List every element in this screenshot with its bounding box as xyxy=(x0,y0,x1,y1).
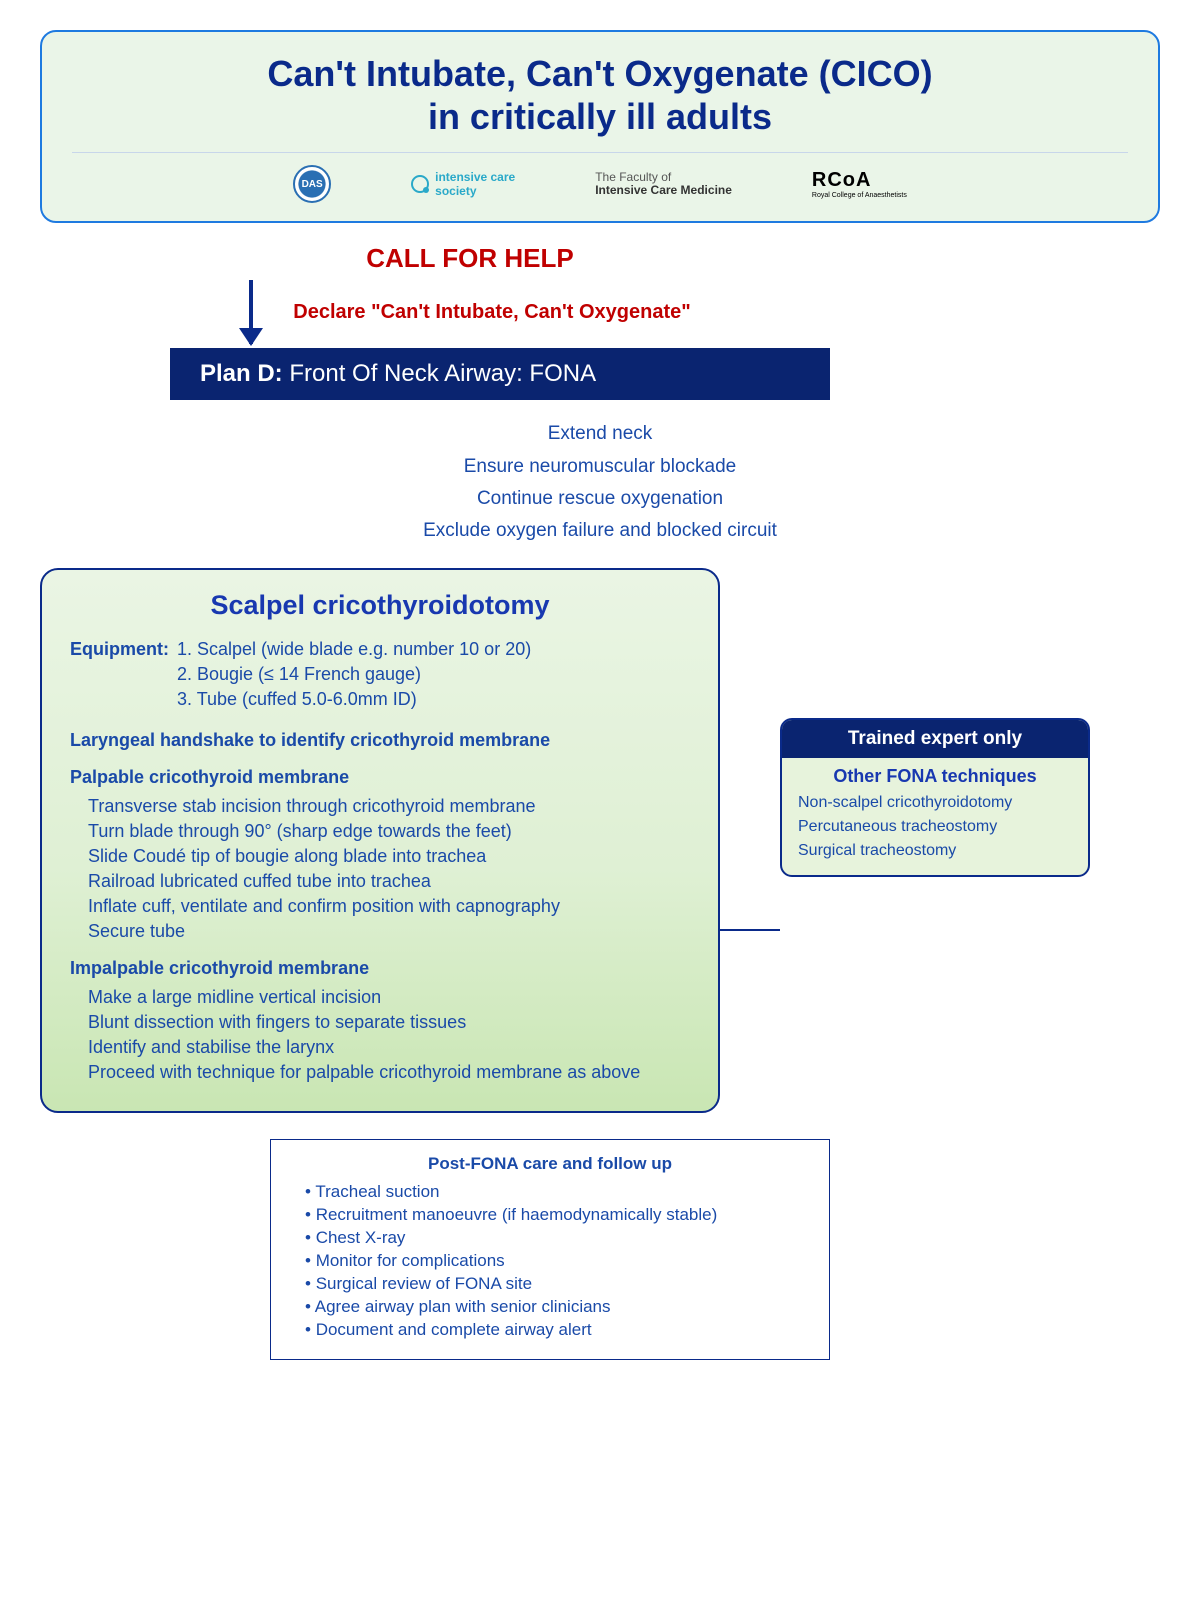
plan-d-bar: Plan D: Front Of Neck Airway: FONA xyxy=(170,348,830,400)
equipment-list: 1. Scalpel (wide blade e.g. number 10 or… xyxy=(177,639,531,714)
rcoa-sub: Royal College of Anaesthetists xyxy=(812,192,907,199)
post-fona-list: Tracheal suction Recruitment manoeuvre (… xyxy=(295,1182,805,1340)
step: Secure tube xyxy=(88,921,690,942)
expert-subheading: Other FONA techniques xyxy=(782,758,1088,791)
declare-text: Declare "Can't Intubate, Can't Oxygenate… xyxy=(293,301,690,324)
ficm-line1: The Faculty of xyxy=(595,170,671,184)
title-line2: in critically ill adults xyxy=(428,96,772,137)
expert-item: Non-scalpel cricothyroidotomy xyxy=(798,791,1072,815)
prep-line: Extend neck xyxy=(40,418,1160,450)
expert-item: Percutaneous tracheostomy xyxy=(798,815,1072,839)
prep-line: Exclude oxygen failure and blocked circu… xyxy=(40,515,1160,547)
equipment-item: 3. Tube (cuffed 5.0-6.0mm ID) xyxy=(177,689,531,710)
plan-d-label: Plan D: xyxy=(200,360,283,387)
handshake-heading: Laryngeal handshake to identify cricothy… xyxy=(70,730,690,751)
das-logo: DAS xyxy=(293,165,331,203)
scalpel-box: Scalpel cricothyroidotomy Equipment: 1. … xyxy=(40,568,720,1113)
main-row: Scalpel cricothyroidotomy Equipment: 1. … xyxy=(40,568,1160,1113)
equipment-item: 1. Scalpel (wide blade e.g. number 10 or… xyxy=(177,639,531,660)
header-divider xyxy=(72,152,1128,153)
step: Turn blade through 90° (sharp edge towar… xyxy=(88,821,690,842)
arrow-row: Declare "Can't Intubate, Can't Oxygenate… xyxy=(40,280,1160,344)
prep-line: Continue rescue oxygenation xyxy=(40,483,1160,515)
plan-d-rest: Front Of Neck Airway: FONA xyxy=(283,360,596,387)
expert-box: Trained expert only Other FONA technique… xyxy=(780,718,1090,877)
connector-line xyxy=(720,929,780,931)
post-item: Chest X-ray xyxy=(305,1228,805,1248)
step: Proceed with technique for palpable cric… xyxy=(88,1062,690,1083)
equipment-item: 2. Bougie (≤ 14 French gauge) xyxy=(177,664,531,685)
equipment-row: Equipment: 1. Scalpel (wide blade e.g. n… xyxy=(70,639,690,714)
expert-list: Non-scalpel cricothyroidotomy Percutaneo… xyxy=(782,791,1088,875)
ficm-line2: Intensive Care Medicine xyxy=(595,183,732,197)
ficm-logo: The Faculty of Intensive Care Medicine xyxy=(595,171,732,197)
down-arrow-icon xyxy=(249,280,253,344)
post-item: Monitor for complications xyxy=(305,1251,805,1271)
prep-steps: Extend neck Ensure neuromuscular blockad… xyxy=(40,418,1160,547)
step: Railroad lubricated cuffed tube into tra… xyxy=(88,871,690,892)
ics-line2: society xyxy=(435,184,476,198)
step: Blunt dissection with fingers to separat… xyxy=(88,1012,690,1033)
post-item: Recruitment manoeuvre (if haemodynamical… xyxy=(305,1205,805,1225)
ics-icon xyxy=(411,175,429,193)
logo-row: DAS intensive care society The Faculty o… xyxy=(72,165,1128,203)
post-item: Tracheal suction xyxy=(305,1182,805,1202)
scalpel-title: Scalpel cricothyroidotomy xyxy=(70,590,690,621)
title-line1: Can't Intubate, Can't Oxygenate (CICO) xyxy=(267,53,932,94)
expert-heading: Trained expert only xyxy=(782,720,1088,758)
rcoa-logo: RCoA Royal College of Anaesthetists xyxy=(812,169,907,199)
equipment-label: Equipment: xyxy=(70,639,169,714)
page-title: Can't Intubate, Can't Oxygenate (CICO) i… xyxy=(72,52,1128,138)
post-item: Surgical review of FONA site xyxy=(305,1274,805,1294)
palpable-heading: Palpable cricothyroid membrane xyxy=(70,767,690,788)
step: Slide Coudé tip of bougie along blade in… xyxy=(88,846,690,867)
step: Transverse stab incision through cricoth… xyxy=(88,796,690,817)
post-fona-box: Post-FONA care and follow up Tracheal su… xyxy=(270,1139,830,1360)
step: Identify and stabilise the larynx xyxy=(88,1037,690,1058)
prep-line: Ensure neuromuscular blockade xyxy=(40,451,1160,483)
ics-logo: intensive care society xyxy=(411,170,515,198)
step: Inflate cuff, ventilate and confirm posi… xyxy=(88,896,690,917)
header-box: Can't Intubate, Can't Oxygenate (CICO) i… xyxy=(40,30,1160,223)
expert-item: Surgical tracheostomy xyxy=(798,839,1072,863)
step: Make a large midline vertical incision xyxy=(88,987,690,1008)
impalpable-steps: Make a large midline vertical incision B… xyxy=(70,987,690,1083)
call-for-help: CALL FOR HELP xyxy=(0,243,1160,274)
post-item: Agree airway plan with senior clinicians xyxy=(305,1297,805,1317)
post-item: Document and complete airway alert xyxy=(305,1320,805,1340)
post-fona-title: Post-FONA care and follow up xyxy=(295,1154,805,1174)
das-logo-icon: DAS xyxy=(293,165,331,203)
impalpable-heading: Impalpable cricothyroid membrane xyxy=(70,958,690,979)
palpable-steps: Transverse stab incision through cricoth… xyxy=(70,796,690,942)
ics-line1: intensive care xyxy=(435,170,515,184)
rcoa-text: RCoA xyxy=(812,169,872,191)
